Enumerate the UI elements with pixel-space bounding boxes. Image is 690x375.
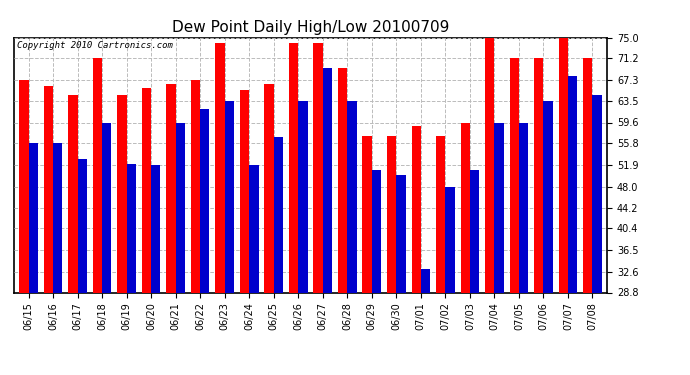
Bar [289,43,298,292]
Bar [313,43,323,292]
Bar [191,80,200,292]
Bar [92,58,102,292]
Bar [470,170,479,292]
Bar [323,68,332,292]
Bar [264,84,274,292]
Bar [396,176,406,292]
Bar [495,123,504,292]
Bar [19,80,28,292]
Bar [126,165,136,292]
Bar [338,68,347,292]
Bar [225,101,234,292]
Bar [485,38,495,292]
Bar [460,123,470,292]
Bar [534,58,544,292]
Bar [583,58,593,292]
Bar [445,186,455,292]
Title: Dew Point Daily High/Low 20100709: Dew Point Daily High/Low 20100709 [172,20,449,35]
Bar [568,76,578,292]
Bar [519,123,529,292]
Bar [77,159,87,292]
Bar [68,96,77,292]
Bar [436,136,445,292]
Bar [249,165,259,292]
Bar [240,90,249,292]
Bar [215,43,225,292]
Text: Copyright 2010 Cartronics.com: Copyright 2010 Cartronics.com [17,41,172,50]
Bar [117,96,126,292]
Bar [421,269,430,292]
Bar [298,101,308,292]
Bar [510,58,519,292]
Bar [387,136,396,292]
Bar [176,123,185,292]
Bar [151,165,161,292]
Bar [28,144,38,292]
Bar [142,88,151,292]
Bar [43,86,53,292]
Bar [362,136,372,292]
Bar [102,123,111,292]
Bar [411,126,421,292]
Bar [53,144,62,292]
Bar [274,137,283,292]
Bar [372,170,381,292]
Bar [347,101,357,292]
Bar [593,96,602,292]
Bar [166,84,176,292]
Bar [200,109,210,292]
Bar [559,38,568,292]
Bar [544,101,553,292]
